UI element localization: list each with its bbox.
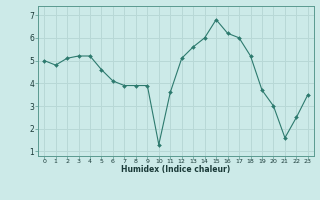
X-axis label: Humidex (Indice chaleur): Humidex (Indice chaleur) bbox=[121, 165, 231, 174]
